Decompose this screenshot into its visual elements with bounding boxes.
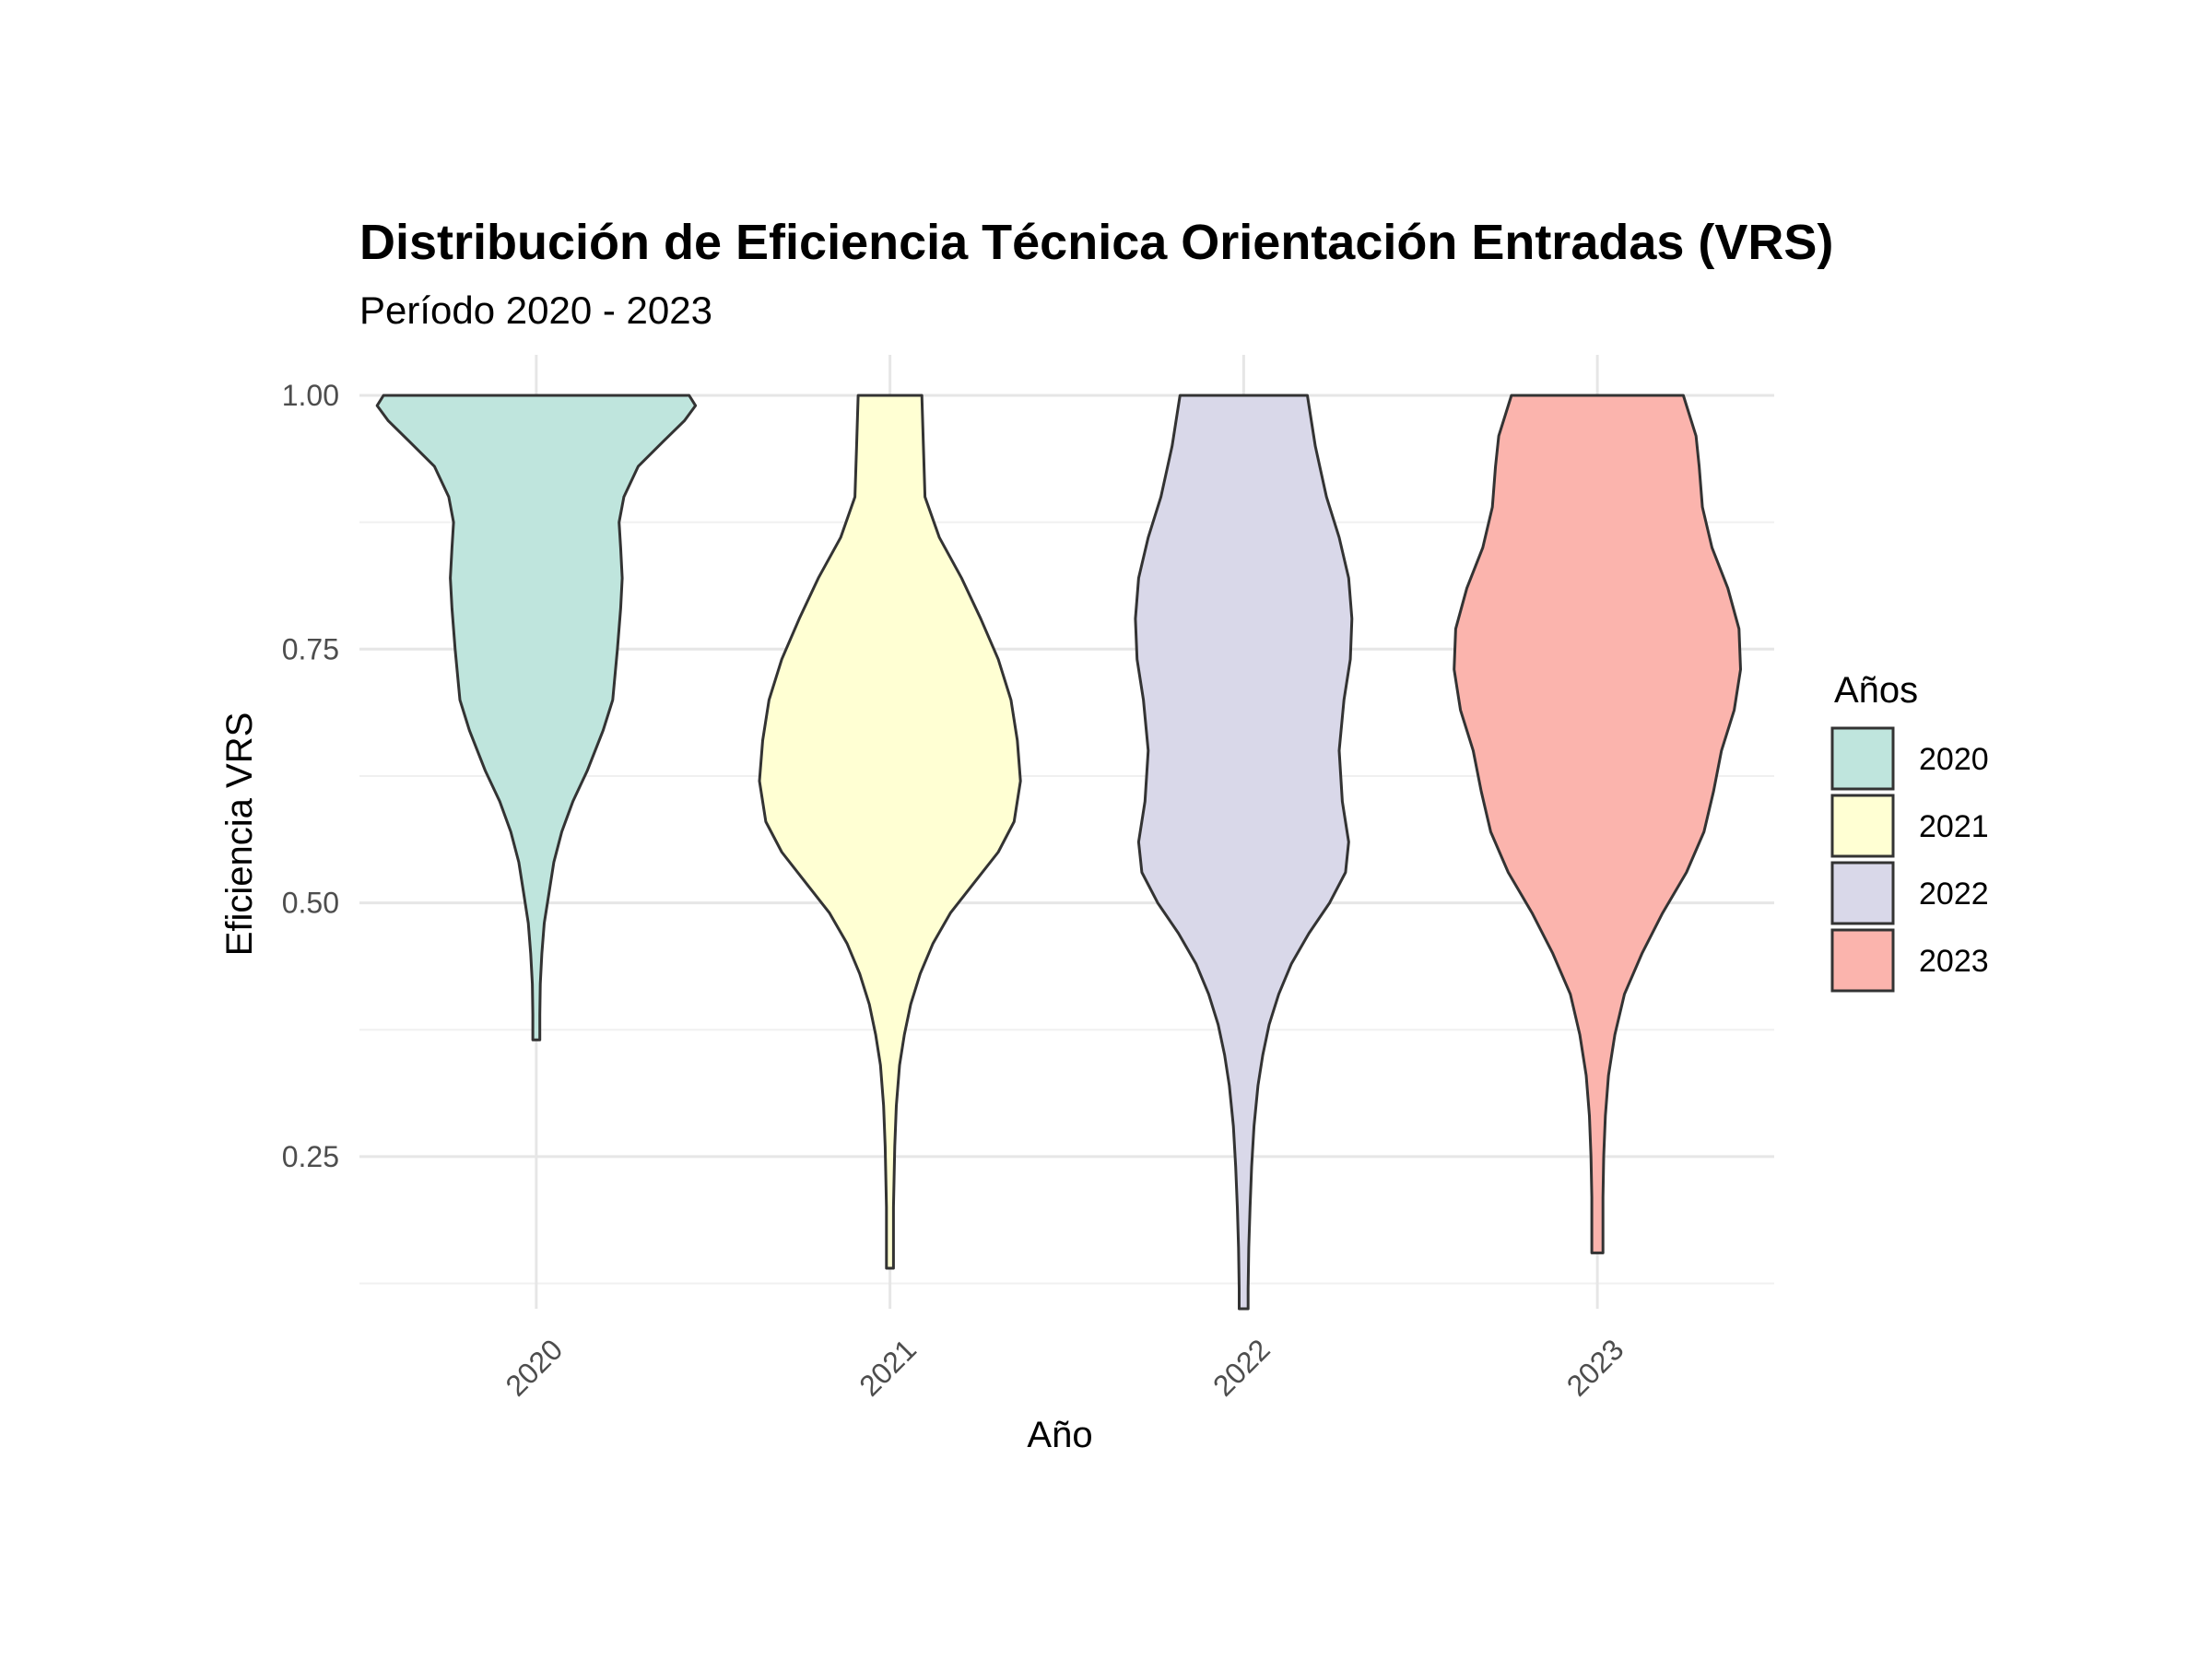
- x-tick-label: 2023: [1560, 1333, 1630, 1403]
- legend-swatch-2021: [1830, 794, 1895, 858]
- y-tick-label: 0.75: [282, 632, 339, 665]
- y-axis-ticks: 0.25 0.50 0.75 1.00: [282, 379, 339, 1173]
- legend-label: 2020: [1919, 742, 1989, 777]
- legend-swatch-2020: [1830, 726, 1895, 791]
- legend-label: 2022: [1919, 877, 1989, 912]
- violin-2020: [375, 394, 698, 1041]
- violin-series: [375, 394, 1742, 1311]
- violin-2023: [1453, 394, 1742, 1254]
- legend-label: 2023: [1919, 944, 1989, 979]
- y-tick-label: 0.50: [282, 887, 339, 920]
- legend-title: Años: [1834, 670, 1918, 711]
- x-tick-label: 2022: [1206, 1333, 1277, 1403]
- legend: Años 2020 2021 2022 2023: [1830, 670, 1989, 993]
- y-tick-label: 0.25: [282, 1140, 339, 1173]
- legend-label: 2021: [1919, 809, 1989, 844]
- x-tick-label: 2020: [499, 1333, 569, 1403]
- legend-swatch-2023: [1830, 928, 1895, 993]
- y-axis-title: Eficiencia VRS: [219, 712, 260, 957]
- legend-items: 2020 2021 2022 2023: [1830, 726, 1989, 993]
- chart-subtitle: Período 2020 - 2023: [359, 288, 712, 332]
- x-axis-title: Año: [1027, 1415, 1092, 1455]
- chart-title: Distribución de Eficiencia Técnica Orien…: [359, 215, 1833, 270]
- violin-2022: [1134, 394, 1354, 1311]
- x-tick-label: 2021: [853, 1333, 923, 1403]
- x-axis-ticks: 2020 2021 2022 2023: [499, 1333, 1630, 1403]
- legend-swatch-2022: [1830, 861, 1895, 925]
- violin-2021: [758, 394, 1022, 1270]
- y-tick-label: 1.00: [282, 379, 339, 412]
